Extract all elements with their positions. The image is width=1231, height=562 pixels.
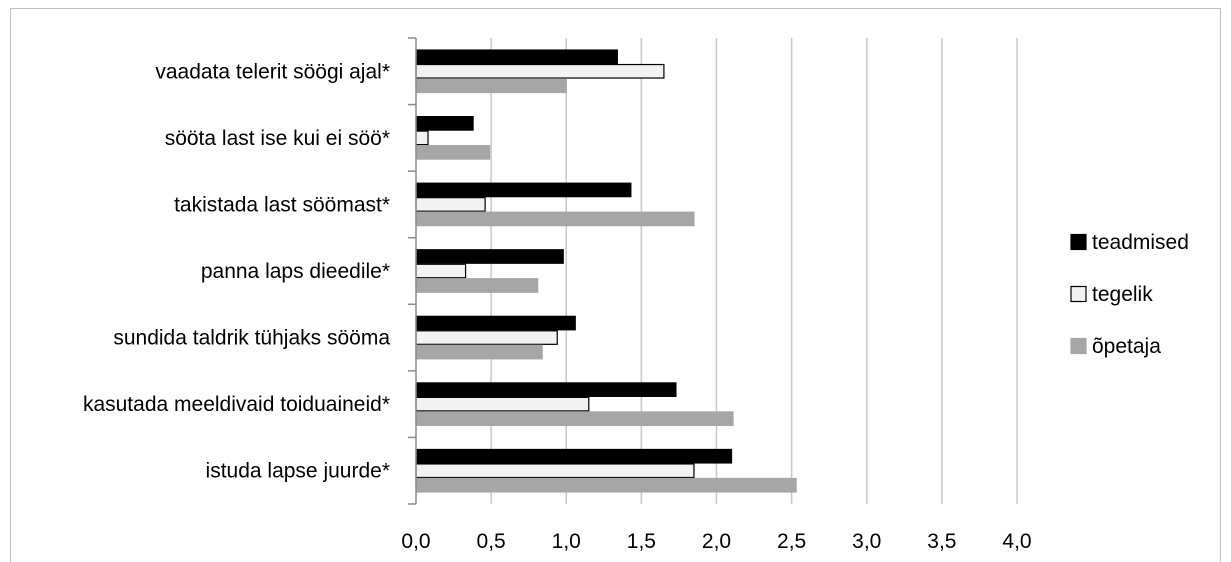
bar-tegelik [415,396,590,412]
category-label: takistada last söömast* [174,193,390,216]
x-tick-label: 4,0 [1002,530,1031,553]
x-tick-label: 0,0 [401,530,430,553]
bar-tegelik [415,63,665,79]
category-label: sundida taldrik tühjaks sööma [113,327,390,350]
legend-label: õpetaja [1092,335,1161,358]
category-label: panna laps dieedile* [201,260,390,283]
category-label: sööta last ise kui ei söö* [165,127,390,150]
bar-tegelik [415,197,486,212]
x-tick-labels: 0,0 0,5 1,0 1,5 2,0 2,5 3,0 3,5 4,0 [401,530,1031,553]
legend-swatch-tegelik [1070,285,1087,303]
x-tick-label: 1,5 [627,530,656,553]
x-tick-label: 2,0 [702,530,731,553]
category-labels: vaadata telerit söögi ajal* sööta last is… [83,60,390,482]
bars [415,49,797,493]
bar-teadmised [415,382,677,397]
bar-teadmised [415,315,576,331]
legend: teadmised tegelik õpetaja [1070,231,1189,358]
bar-teadmised [415,448,733,464]
bar-õpetaja [415,145,491,160]
gridlines [490,38,1018,504]
legend-swatch-teadmised [1070,233,1087,251]
bar-õpetaja [415,411,734,426]
bar-õpetaja [415,78,567,94]
bar-teadmised [415,49,618,65]
x-tick-label: 2,5 [777,530,806,553]
x-tick-label: 3,0 [852,530,881,553]
legend-label: tegelik [1092,283,1153,306]
x-tick-label: 3,5 [927,530,956,553]
bar-teadmised [415,182,632,198]
bar-tegelik [415,263,467,279]
bar-tegelik [415,463,695,479]
bar-õpetaja [415,278,539,293]
x-tick-label: 1,0 [552,530,581,553]
bar-tegelik [415,330,558,345]
bar-teadmised [415,249,564,264]
bar-õpetaja [415,477,797,493]
legend-label: teadmised [1092,231,1189,254]
category-label: kasutada meeldivaid toiduaineid* [83,393,390,416]
legend-swatch-õpetaja [1070,337,1087,355]
x-tick-label: 0,5 [477,530,506,553]
bar-õpetaja [415,211,695,227]
bar-tegelik [415,130,429,146]
bar-teadmised [415,116,474,131]
bar-õpetaja [415,344,543,360]
category-label: vaadata telerit söögi ajal* [155,60,390,83]
y-axis [408,37,417,505]
category-label: istuda lapse juurde* [206,460,390,483]
